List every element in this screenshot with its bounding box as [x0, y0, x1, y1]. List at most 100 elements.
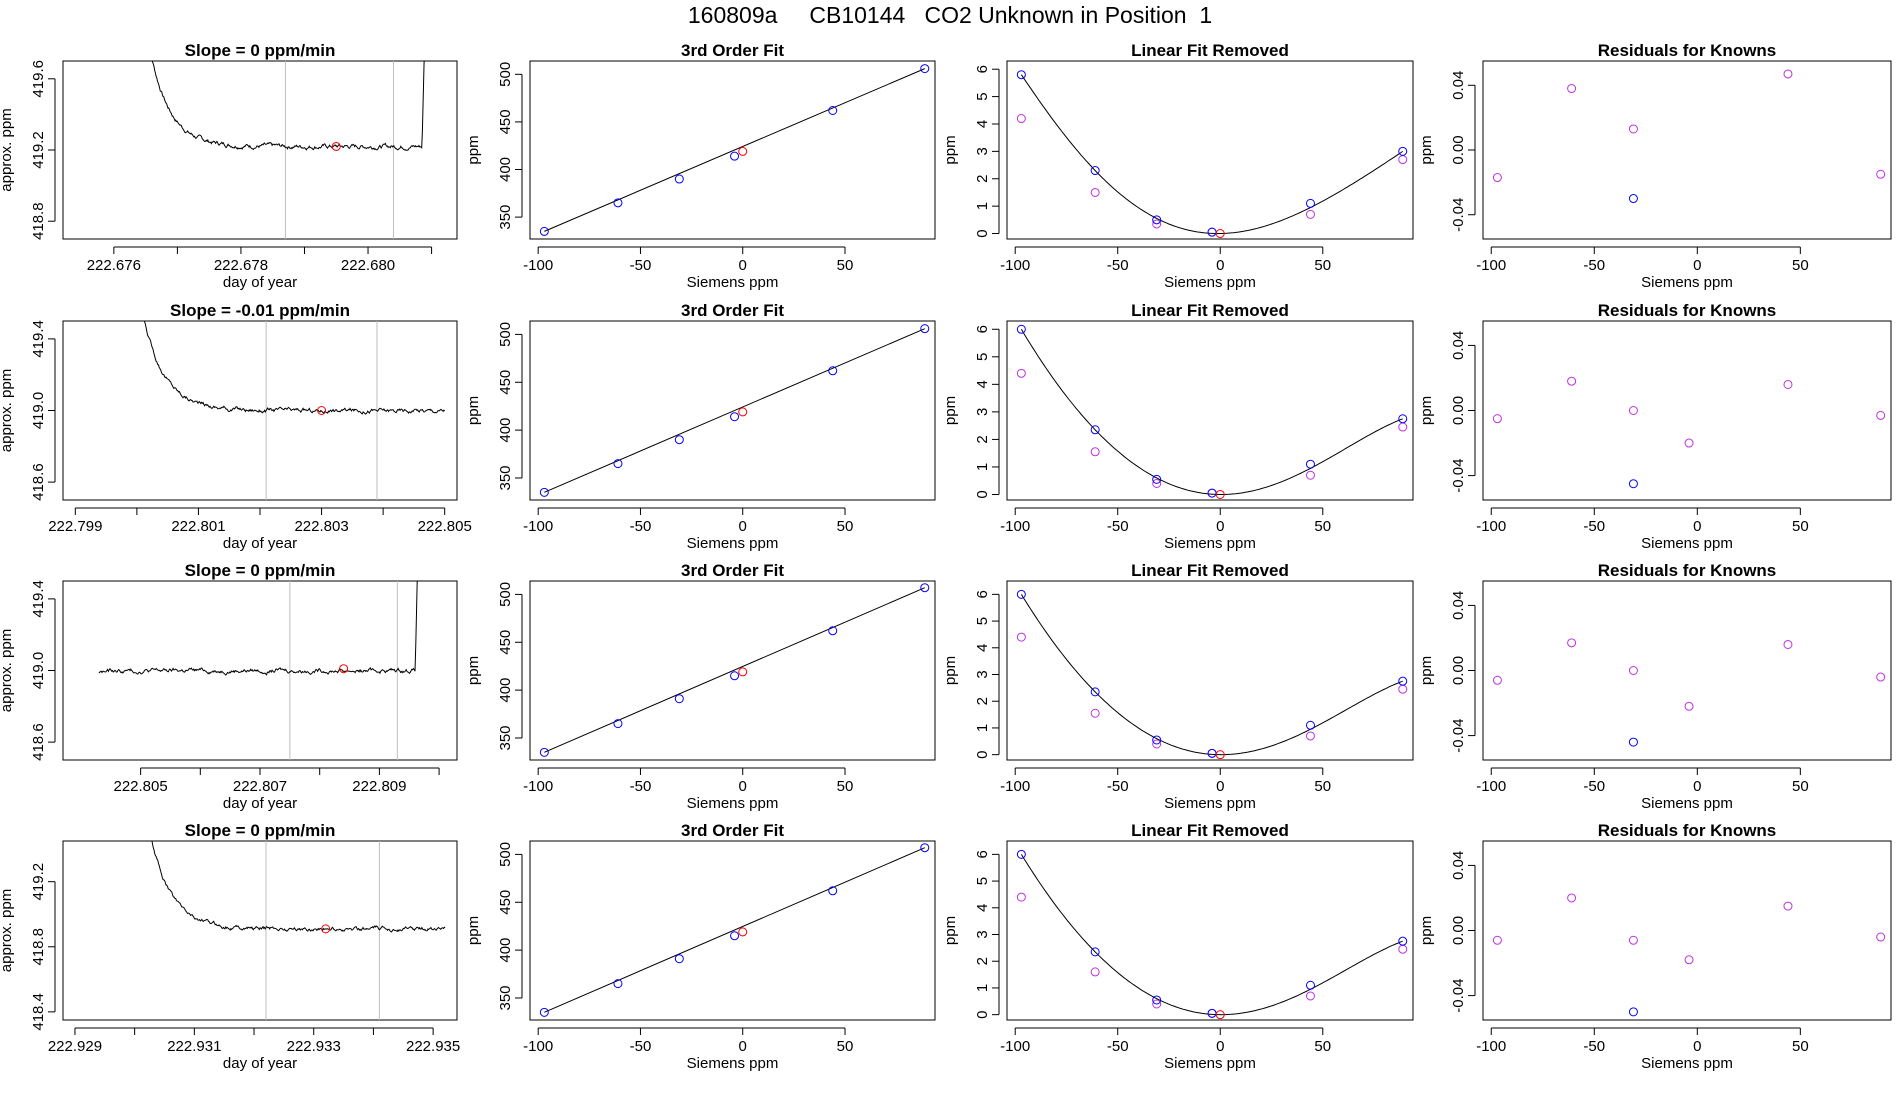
- x-tick-label: -50: [1107, 257, 1129, 274]
- plot-frame: [1006, 580, 1414, 761]
- panel-r4-c1: Slope = 0 ppm/min 222.929 222.931 222.933 22…: [0, 821, 460, 1072]
- x-tick-label: 222.807: [233, 778, 287, 795]
- x-tick-label: 50: [837, 257, 854, 274]
- x-tick-label: 50: [837, 1038, 854, 1055]
- panel-r4-c4: Residuals for Knowns -100 -50 0 50 Siemens pp…: [1418, 821, 1892, 1072]
- unknown-point: [1215, 1010, 1225, 1020]
- known-point: [1016, 849, 1026, 859]
- fit-curve: [1020, 329, 1403, 495]
- x-tick-label: 0: [1693, 257, 1701, 274]
- x-tick-label: 50: [1314, 257, 1331, 274]
- y-tick-label: 418.8: [30, 202, 47, 240]
- panel-title: Linear Fit Removed: [1131, 821, 1289, 840]
- residual-point: [1628, 666, 1638, 675]
- residual-point: [1492, 935, 1502, 945]
- plot-frame: [1482, 320, 1892, 501]
- known-point: [1090, 947, 1100, 957]
- plot-area: [1016, 849, 1408, 1020]
- known-point: [613, 459, 623, 469]
- panel-r1-c2: 3rd Order Fit -100 -50 0 50 Siemens ppm 350 400…: [465, 41, 936, 291]
- x-tick-label: 0: [739, 518, 747, 535]
- y-tick-label: 1: [974, 984, 991, 992]
- x-axis-label: Siemens ppm: [1164, 795, 1256, 812]
- plot-frame: [529, 320, 936, 501]
- y-axis-label: ppm: [942, 396, 959, 425]
- plot-frame: [1006, 60, 1414, 240]
- y-tick-label: 5: [974, 353, 991, 361]
- fit-curve: [1020, 854, 1403, 1016]
- x-tick-label: -50: [1107, 518, 1129, 535]
- x-tick-label: 222.801: [171, 518, 225, 535]
- x-tick-label: 222.678: [214, 257, 268, 274]
- y-tick-label: 400: [497, 157, 514, 182]
- y-tick-label: 450: [497, 890, 514, 915]
- concentration-trace: [143, 321, 446, 415]
- y-tick-label: 6: [974, 325, 991, 333]
- x-tick-label: -50: [630, 518, 652, 535]
- x-tick-label: 222.931: [167, 1038, 221, 1055]
- average-marker: [331, 141, 341, 151]
- x-axis-label: Siemens ppm: [1641, 1055, 1733, 1072]
- known-point: [539, 747, 549, 757]
- panel-title: Linear Fit Removed: [1131, 41, 1289, 60]
- residual-point: [1492, 173, 1502, 183]
- known-point: [1398, 936, 1408, 946]
- average-marker: [321, 924, 331, 934]
- y-tick-label: 450: [497, 370, 514, 395]
- y-tick-label: 6: [974, 65, 991, 73]
- residual-point: [1152, 478, 1162, 488]
- x-axis-label: Siemens ppm: [1641, 535, 1733, 552]
- y-tick-label: 0: [974, 750, 991, 758]
- y-axis-label: approx. ppm: [0, 108, 15, 191]
- residual-point: [1876, 169, 1886, 179]
- y-tick-label: 350: [497, 205, 514, 230]
- x-axis-label: day of year: [223, 274, 297, 291]
- x-tick-label: -100: [1000, 257, 1030, 274]
- unknown-point: [738, 407, 748, 417]
- average-marker: [339, 664, 349, 674]
- panel-title: Residuals for Knowns: [1598, 821, 1777, 840]
- x-tick-label: -100: [1000, 1038, 1030, 1055]
- known-point: [1207, 227, 1217, 237]
- y-tick-label: 418.4: [30, 993, 47, 1031]
- x-tick-label: 50: [1792, 778, 1809, 795]
- x-tick-label: 0: [1693, 1038, 1701, 1055]
- y-tick-label: 3: [974, 930, 991, 938]
- fit-line: [544, 328, 925, 493]
- plot-frame: [529, 580, 936, 761]
- y-tick-label: 418.8: [30, 928, 47, 966]
- plot-area: [151, 841, 446, 1020]
- residual-point: [1783, 901, 1793, 911]
- y-tick-label: 2: [974, 957, 991, 965]
- residual-point: [1783, 639, 1793, 649]
- y-axis-label: ppm: [1418, 916, 1435, 945]
- x-tick-label: 0: [1216, 518, 1224, 535]
- residual-point: [1305, 470, 1315, 480]
- residual-point: [1016, 368, 1026, 378]
- y-axis-label: ppm: [942, 916, 959, 945]
- x-tick-label: 222.805: [418, 518, 472, 535]
- average-marker: [317, 406, 327, 415]
- x-tick-label: 50: [837, 518, 854, 535]
- x-tick-label: 0: [1693, 778, 1701, 795]
- plot-frame: [1482, 580, 1892, 761]
- plot-area: [539, 324, 930, 497]
- y-tick-label: 0.04: [1450, 331, 1467, 360]
- y-tick-label: 0: [974, 229, 991, 237]
- residual-point: [1783, 69, 1793, 79]
- x-axis-label: day of year: [223, 1055, 297, 1072]
- x-tick-label: 222.676: [87, 257, 141, 274]
- y-axis-label: ppm: [942, 135, 959, 164]
- y-tick-label: 6: [974, 850, 991, 858]
- y-axis-label: ppm: [1418, 656, 1435, 685]
- residual-point: [1628, 935, 1638, 945]
- plot-area: [1016, 324, 1408, 499]
- residual-point: [1567, 893, 1577, 903]
- x-tick-label: -50: [630, 257, 652, 274]
- y-tick-label: 6: [974, 590, 991, 598]
- y-tick-label: 4: [974, 904, 991, 912]
- y-tick-label: 0.04: [1450, 591, 1467, 620]
- residual-point: [1567, 84, 1577, 94]
- known-point: [613, 198, 623, 208]
- plot-frame: [1006, 840, 1414, 1021]
